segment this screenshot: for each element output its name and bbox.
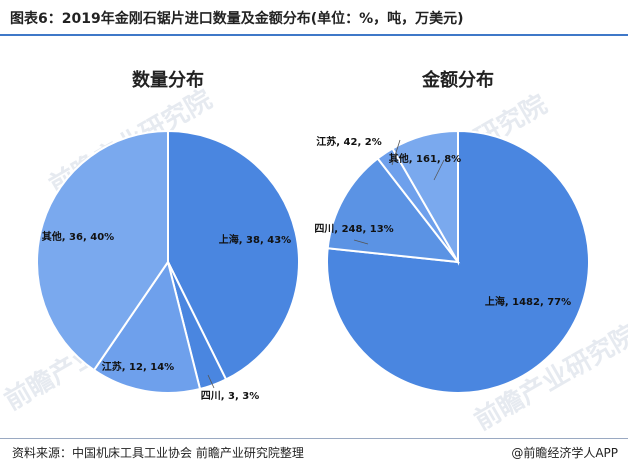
slice-label: 上海, 38, 43% [219,233,291,246]
source-note: 资料来源：中国机床工具工业协会 前瞻产业研究院整理 [12,446,304,460]
slice-label: 上海, 1482, 77% [485,295,571,308]
slice-label: 其他, 36, 40% [42,230,114,243]
leader-line [391,139,401,166]
leader-line [207,374,215,389]
title-divider [0,34,628,36]
pie-slice-其他 [36,129,169,372]
footer-divider [0,438,628,439]
slice-label: 其他, 161, 8% [389,152,461,165]
slice-label: 江苏, 42, 2% [316,135,381,148]
figure-title: 图表6：2019年金刚石锯片进口数量及金额分布(单位：%，吨，万美元) [10,11,464,27]
chart-title: 金额分布 [421,69,494,91]
pie-slice-四川 [326,157,461,264]
slice-label: 四川, 3, 3% [201,390,260,402]
slice-label: 江苏, 12, 14% [102,360,174,373]
pie-slice-上海 [167,129,300,381]
brand-credit: @前瞻经济学人APP [511,446,618,460]
chart-title: 数量分布 [132,69,204,91]
pie-slice-江苏 [92,259,202,394]
leader-line [353,239,369,245]
pie-slice-其他 [391,129,459,266]
leader-line [433,159,445,181]
slice-label: 四川, 248, 13% [314,223,393,235]
